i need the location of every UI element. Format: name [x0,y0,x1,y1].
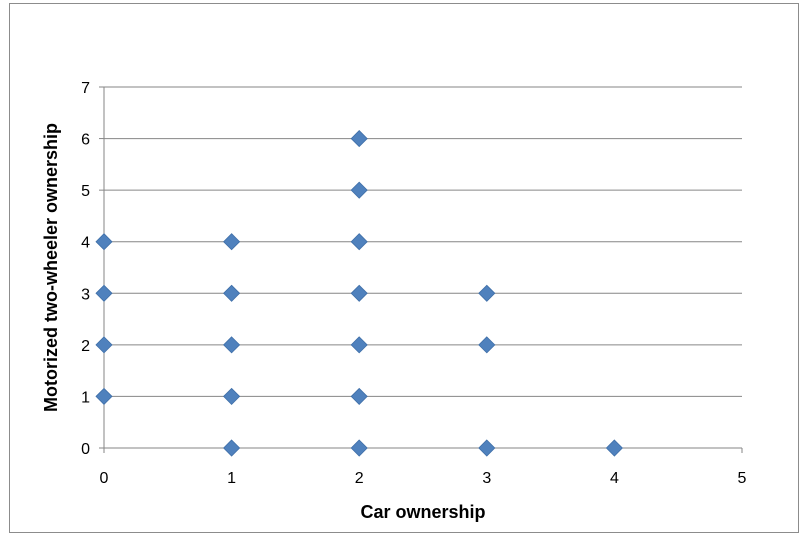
y-tick-label: 4 [81,235,90,252]
x-tick-label: 4 [610,470,619,487]
y-axis-title: Motorized two-wheeler ownership [41,123,61,412]
x-tick-label: 1 [227,470,236,487]
x-tick-label: 0 [100,470,109,487]
data-point [95,233,113,251]
y-tick-label: 2 [81,338,90,355]
y-tick-labels: 0 1 2 3 4 5 6 7 [81,80,90,458]
data-point [350,181,368,199]
data-point [350,387,368,405]
y-tick-label: 5 [81,183,90,200]
chart-frame [9,3,799,533]
data-point [478,439,496,457]
data-point [95,336,113,354]
y-tick-label: 0 [81,441,90,458]
data-point [223,439,241,457]
x-tick-label: 2 [355,470,364,487]
y-tick-label: 3 [81,286,90,303]
data-point [223,336,241,354]
data-point [95,387,113,405]
data-point [350,439,368,457]
data-point [478,336,496,354]
gridlines [104,86,742,397]
data-point [223,284,241,302]
data-point [350,233,368,251]
data-point [223,387,241,405]
data-point [478,284,496,302]
y-tick-label: 1 [81,389,90,406]
x-tick-label: 3 [482,470,491,487]
axes [99,86,743,453]
data-points [95,130,623,457]
data-point [350,284,368,302]
data-point [223,233,241,251]
data-point [95,284,113,302]
x-tick-labels: 0 1 2 3 4 5 [100,470,747,487]
y-tick-label: 7 [81,80,90,97]
x-tick-label: 5 [738,470,747,487]
data-point [350,336,368,354]
data-point [350,130,368,148]
y-tick-label: 6 [81,132,90,149]
x-axis-title: Car ownership [360,502,485,522]
data-point [605,439,623,457]
